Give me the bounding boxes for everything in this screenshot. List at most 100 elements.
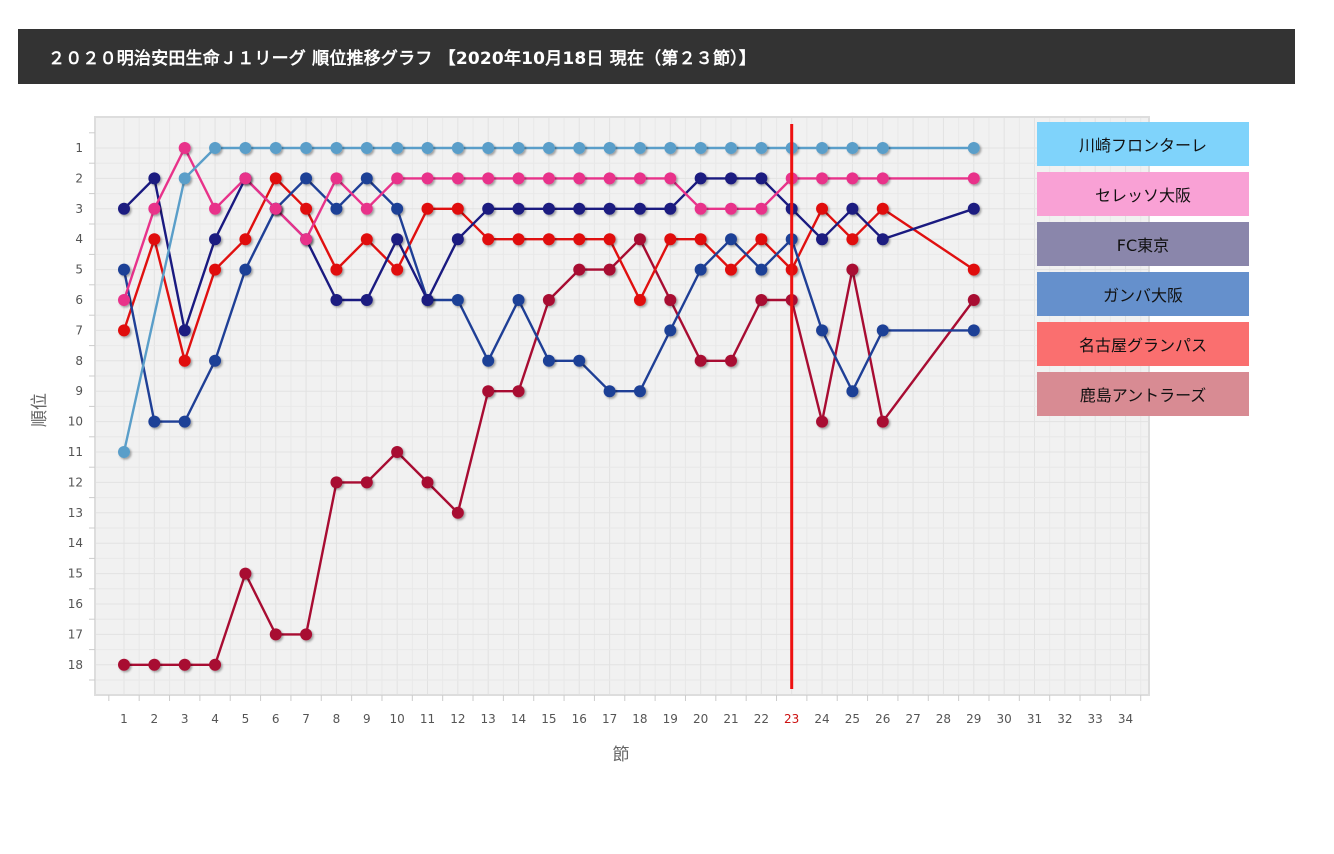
data-point <box>360 172 373 185</box>
y-tick-label: 4 <box>75 232 83 246</box>
y-tick-label: 18 <box>68 658 83 672</box>
data-point <box>482 233 495 246</box>
y-axis-title: 順位 <box>30 393 50 427</box>
y-tick-label: 9 <box>75 384 83 398</box>
data-point <box>300 142 313 154</box>
data-point <box>300 202 313 215</box>
x-tick-label: 31 <box>1027 712 1042 726</box>
data-point <box>269 172 282 185</box>
x-tick-label: 4 <box>211 712 219 726</box>
data-point <box>846 142 859 154</box>
data-point <box>846 172 859 185</box>
x-tick-label: 9 <box>363 712 371 726</box>
x-tick-label: 16 <box>572 712 587 726</box>
data-point <box>633 142 646 154</box>
data-point <box>391 202 404 215</box>
data-point <box>725 233 737 246</box>
x-tick-label: 26 <box>875 712 890 726</box>
data-point <box>330 263 343 276</box>
data-point <box>482 172 495 185</box>
y-tick-label: 8 <box>75 354 83 368</box>
x-tick-label: 13 <box>481 712 496 726</box>
data-point <box>391 142 404 154</box>
data-point <box>725 142 737 154</box>
data-point <box>633 233 646 246</box>
data-point <box>542 233 555 246</box>
data-point <box>967 294 980 306</box>
data-point <box>573 233 586 246</box>
legend-item[interactable]: 名古屋グランパス <box>1037 322 1249 366</box>
data-point <box>148 658 161 671</box>
x-tick-label: 11 <box>420 712 435 726</box>
data-point <box>573 202 586 215</box>
x-tick-label: 23 <box>784 712 799 726</box>
legend-item[interactable]: FC東京 <box>1037 222 1249 266</box>
data-point <box>451 233 464 246</box>
data-point <box>209 142 222 154</box>
data-point <box>360 202 373 215</box>
data-point <box>239 172 252 185</box>
data-point <box>846 233 859 246</box>
data-point <box>967 142 980 154</box>
data-point <box>512 233 525 246</box>
x-tick-label: 34 <box>1118 712 1133 726</box>
data-point <box>573 172 586 185</box>
data-point <box>725 263 737 276</box>
data-point <box>633 172 646 185</box>
data-point <box>118 294 130 306</box>
legend-item[interactable]: セレッソ大阪 <box>1037 172 1249 216</box>
x-tick-label: 33 <box>1088 712 1103 726</box>
data-point <box>876 324 889 337</box>
data-point <box>482 385 495 398</box>
x-tick-label: 17 <box>602 712 617 726</box>
data-point <box>209 233 222 246</box>
x-tick-label: 25 <box>845 712 860 726</box>
legend-item[interactable]: 川崎フロンターレ <box>1037 122 1249 166</box>
data-point <box>360 294 373 306</box>
data-point <box>330 202 343 215</box>
x-tick-label: 21 <box>723 712 738 726</box>
data-point <box>360 142 373 154</box>
data-point <box>421 202 434 215</box>
data-point <box>846 263 859 276</box>
legend-item[interactable]: ガンバ大阪 <box>1037 272 1249 316</box>
data-point <box>239 567 252 580</box>
x-tick-label: 30 <box>997 712 1012 726</box>
data-point <box>512 142 525 154</box>
data-point <box>694 142 707 154</box>
y-tick-label: 7 <box>75 323 83 337</box>
data-point <box>451 294 464 306</box>
x-tick-label: 8 <box>333 712 341 726</box>
x-tick-label: 24 <box>814 712 829 726</box>
x-tick-label: 19 <box>663 712 678 726</box>
x-tick-label: 28 <box>936 712 951 726</box>
data-point <box>755 233 768 246</box>
data-point <box>542 172 555 185</box>
data-point <box>178 324 191 337</box>
data-point <box>725 172 737 185</box>
x-tick-label: 20 <box>693 712 708 726</box>
data-point <box>118 446 130 458</box>
data-point <box>148 233 161 246</box>
data-point <box>573 354 586 367</box>
data-point <box>633 202 646 215</box>
data-point <box>300 628 313 641</box>
legend-item[interactable]: 鹿島アントラーズ <box>1037 372 1249 416</box>
data-point <box>542 294 555 306</box>
data-point <box>239 263 252 276</box>
data-point <box>633 294 646 306</box>
y-tick-label: 2 <box>75 171 83 185</box>
data-point <box>482 354 495 367</box>
y-tick-label: 13 <box>68 506 83 520</box>
x-tick-label: 7 <box>302 712 310 726</box>
data-point <box>755 172 768 185</box>
data-point <box>118 263 130 276</box>
data-point <box>178 658 191 671</box>
data-point <box>876 172 889 185</box>
y-tick-label: 14 <box>68 536 83 550</box>
y-tick-label: 16 <box>68 597 83 611</box>
data-point <box>664 294 677 306</box>
x-tick-label: 32 <box>1057 712 1072 726</box>
y-tick-label: 15 <box>68 567 83 581</box>
